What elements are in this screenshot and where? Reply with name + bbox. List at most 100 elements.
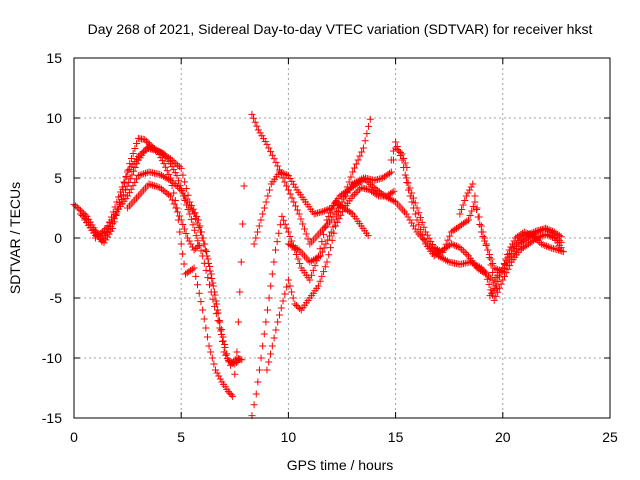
data-point [177, 186, 185, 194]
data-point [294, 303, 302, 311]
data-point [171, 169, 179, 177]
data-point [212, 297, 220, 305]
data-point [253, 122, 261, 130]
data-point [437, 247, 445, 255]
data-point [268, 342, 276, 350]
data-point [367, 180, 375, 188]
data-point [174, 183, 182, 191]
data-point [129, 182, 137, 190]
data-point [238, 356, 246, 364]
data-point [158, 157, 166, 165]
data-point [73, 203, 81, 211]
data-point [187, 240, 195, 248]
data-point [496, 273, 504, 281]
data-point [286, 282, 294, 290]
data-point [123, 182, 131, 190]
data-point [408, 198, 416, 206]
data-point [262, 198, 270, 206]
data-point [207, 348, 215, 356]
data-point [259, 210, 267, 218]
data-point [222, 351, 230, 359]
data-point [458, 245, 466, 253]
data-point [147, 181, 155, 189]
data-point [208, 275, 216, 282]
data-point [396, 152, 404, 159]
data-point [366, 115, 374, 123]
data-point [352, 189, 360, 197]
data-point [158, 185, 166, 193]
series-track-9 [263, 184, 398, 374]
data-point [464, 216, 472, 224]
data-point [170, 200, 178, 208]
data-point [550, 232, 558, 240]
data-point [477, 222, 485, 230]
data-point [543, 226, 551, 234]
data-point [231, 356, 239, 364]
data-point [202, 266, 210, 274]
data-point [145, 143, 153, 151]
data-point [482, 270, 490, 278]
data-point [226, 389, 234, 397]
data-point [109, 220, 117, 228]
data-point [404, 213, 412, 221]
data-point [115, 193, 123, 201]
data-point [293, 206, 301, 214]
data-point [274, 162, 282, 170]
data-point [451, 241, 459, 249]
data-point [398, 150, 406, 158]
data-point [471, 192, 479, 200]
data-point [347, 183, 355, 191]
data-point [315, 253, 323, 261]
data-point [401, 171, 409, 179]
data-point [324, 205, 332, 213]
data-point [257, 216, 265, 224]
data-point [309, 266, 317, 274]
data-point [195, 224, 203, 231]
data-point [268, 151, 276, 159]
data-point [494, 288, 502, 296]
data-point [250, 114, 258, 122]
data-point [267, 148, 275, 156]
data-point [283, 171, 291, 179]
data-point [192, 232, 200, 240]
y-tick-label: -10 [42, 350, 62, 366]
data-point [251, 118, 259, 126]
data-point [254, 126, 262, 134]
data-point [177, 216, 185, 224]
data-point [420, 235, 428, 243]
data-point [411, 199, 419, 207]
data-point [261, 138, 269, 146]
data-point [202, 324, 210, 332]
data-point [374, 186, 382, 194]
data-point [270, 334, 278, 342]
data-point [556, 247, 564, 255]
data-point [213, 300, 221, 308]
data-point [304, 235, 312, 243]
data-point [175, 163, 183, 171]
data-point [461, 197, 469, 204]
data-point [75, 205, 83, 213]
data-point [260, 204, 268, 212]
data-point [294, 255, 302, 263]
data-point [292, 251, 300, 258]
data-point [333, 213, 341, 221]
data-point [531, 233, 539, 241]
data-point [473, 206, 481, 213]
data-point [254, 378, 262, 386]
data-point [200, 240, 208, 248]
data-point [469, 203, 477, 210]
data-point [272, 326, 280, 334]
data-point [555, 237, 563, 245]
data-point [402, 210, 410, 218]
data-point [81, 215, 89, 222]
data-point [159, 172, 167, 180]
data-point [386, 195, 394, 203]
data-point [263, 366, 271, 374]
series-track-14 [486, 228, 567, 300]
data-point [537, 227, 545, 235]
data-point [532, 235, 540, 243]
data-point [359, 144, 367, 152]
data-point [184, 198, 192, 206]
data-point [542, 224, 550, 232]
data-point [467, 183, 475, 191]
